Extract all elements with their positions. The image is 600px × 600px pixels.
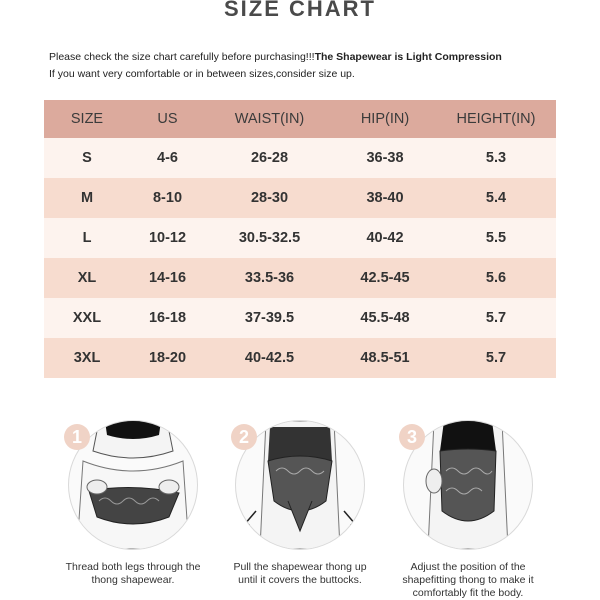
cell-us: 8-10 <box>130 178 205 218</box>
cell-height: 5.5 <box>436 218 556 258</box>
cell-hip: 48.5-51 <box>334 338 436 378</box>
cell-height: 5.7 <box>436 298 556 338</box>
header-us: US <box>130 100 205 138</box>
cell-us: 14-16 <box>130 258 205 298</box>
caption-line: Thread both legs through the <box>65 561 201 573</box>
step-number-badge: 2 <box>231 424 257 450</box>
caption-line: Adjust the position of the <box>410 561 526 573</box>
garment-illustration-icon <box>425 421 509 549</box>
cell-waist: 28-30 <box>205 178 334 218</box>
step-3-illustration: 3 <box>399 420 533 550</box>
cell-hip: 40-42 <box>334 218 436 258</box>
step-number-badge: 3 <box>399 424 425 450</box>
caption-line: until it covers the buttocks. <box>238 574 362 586</box>
notice-normal-text: Please check the size chart carefully be… <box>49 51 315 63</box>
cell-hip: 42.5-45 <box>334 258 436 298</box>
cell-waist: 33.5-36 <box>205 258 334 298</box>
notice-line-1: Please check the size chart carefully be… <box>49 51 502 63</box>
step-3-caption: Adjust the position of the shapefitting … <box>383 561 553 600</box>
step-2-caption: Pull the shapewear thong up until it cov… <box>215 561 385 587</box>
cell-us: 16-18 <box>130 298 205 338</box>
table-row: M 8-10 28-30 38-40 5.4 <box>44 178 556 218</box>
cell-us: 10-12 <box>130 218 205 258</box>
cell-waist: 26-28 <box>205 138 334 178</box>
cell-us: 4-6 <box>130 138 205 178</box>
caption-line: shapefitting thong to make it <box>402 574 534 586</box>
step-1-caption: Thread both legs through the thong shape… <box>48 561 218 587</box>
table-row: XXL 16-18 37-39.5 45.5-48 5.7 <box>44 298 556 338</box>
cell-hip: 45.5-48 <box>334 298 436 338</box>
table-header-row: SIZE US WAIST(IN) HIP(IN) HEIGHT(IN) <box>44 100 556 138</box>
garment-illustration-icon <box>243 421 357 549</box>
step-2-illustration: 2 <box>231 420 365 550</box>
header-waist: WAIST(IN) <box>205 100 334 138</box>
cell-us: 18-20 <box>130 338 205 378</box>
caption-line: comfortably fit the body. <box>412 587 524 599</box>
step-1-circle <box>68 420 198 550</box>
cell-height: 5.3 <box>436 138 556 178</box>
notice-bold-text: The Shapewear is Light Compression <box>314 51 502 63</box>
caption-line: thong shapewear. <box>91 574 175 586</box>
cell-size: XL <box>44 258 130 298</box>
cell-height: 5.7 <box>436 338 556 378</box>
cell-waist: 30.5-32.5 <box>205 218 334 258</box>
cell-height: 5.4 <box>436 178 556 218</box>
page-title: SIZE CHART <box>224 0 376 21</box>
header-hip: HIP(IN) <box>334 100 436 138</box>
table-row: L 10-12 30.5-32.5 40-42 5.5 <box>44 218 556 258</box>
step-number-badge: 1 <box>64 424 90 450</box>
header-height: HEIGHT(IN) <box>436 100 556 138</box>
step-1-illustration: 1 <box>64 420 198 550</box>
cell-hip: 38-40 <box>334 178 436 218</box>
cell-size: M <box>44 178 130 218</box>
notice-line-2: If you want very comfortable or in betwe… <box>49 68 355 80</box>
cell-height: 5.6 <box>436 258 556 298</box>
cell-waist: 37-39.5 <box>205 298 334 338</box>
table-row: XL 14-16 33.5-36 42.5-45 5.6 <box>44 258 556 298</box>
cell-size: 3XL <box>44 338 130 378</box>
caption-line: Pull the shapewear thong up <box>233 561 367 573</box>
header-size: SIZE <box>44 100 130 138</box>
cell-size: S <box>44 138 130 178</box>
step-3-circle <box>403 420 533 550</box>
cell-hip: 36-38 <box>334 138 436 178</box>
cell-waist: 40-42.5 <box>205 338 334 378</box>
table-row: 3XL 18-20 40-42.5 48.5-51 5.7 <box>44 338 556 378</box>
step-2-circle <box>235 420 365 550</box>
table-row: S 4-6 26-28 36-38 5.3 <box>44 138 556 178</box>
size-chart-table: SIZE US WAIST(IN) HIP(IN) HEIGHT(IN) S 4… <box>44 100 556 378</box>
garment-illustration-icon <box>76 421 190 549</box>
cell-size: L <box>44 218 130 258</box>
cell-size: XXL <box>44 298 130 338</box>
